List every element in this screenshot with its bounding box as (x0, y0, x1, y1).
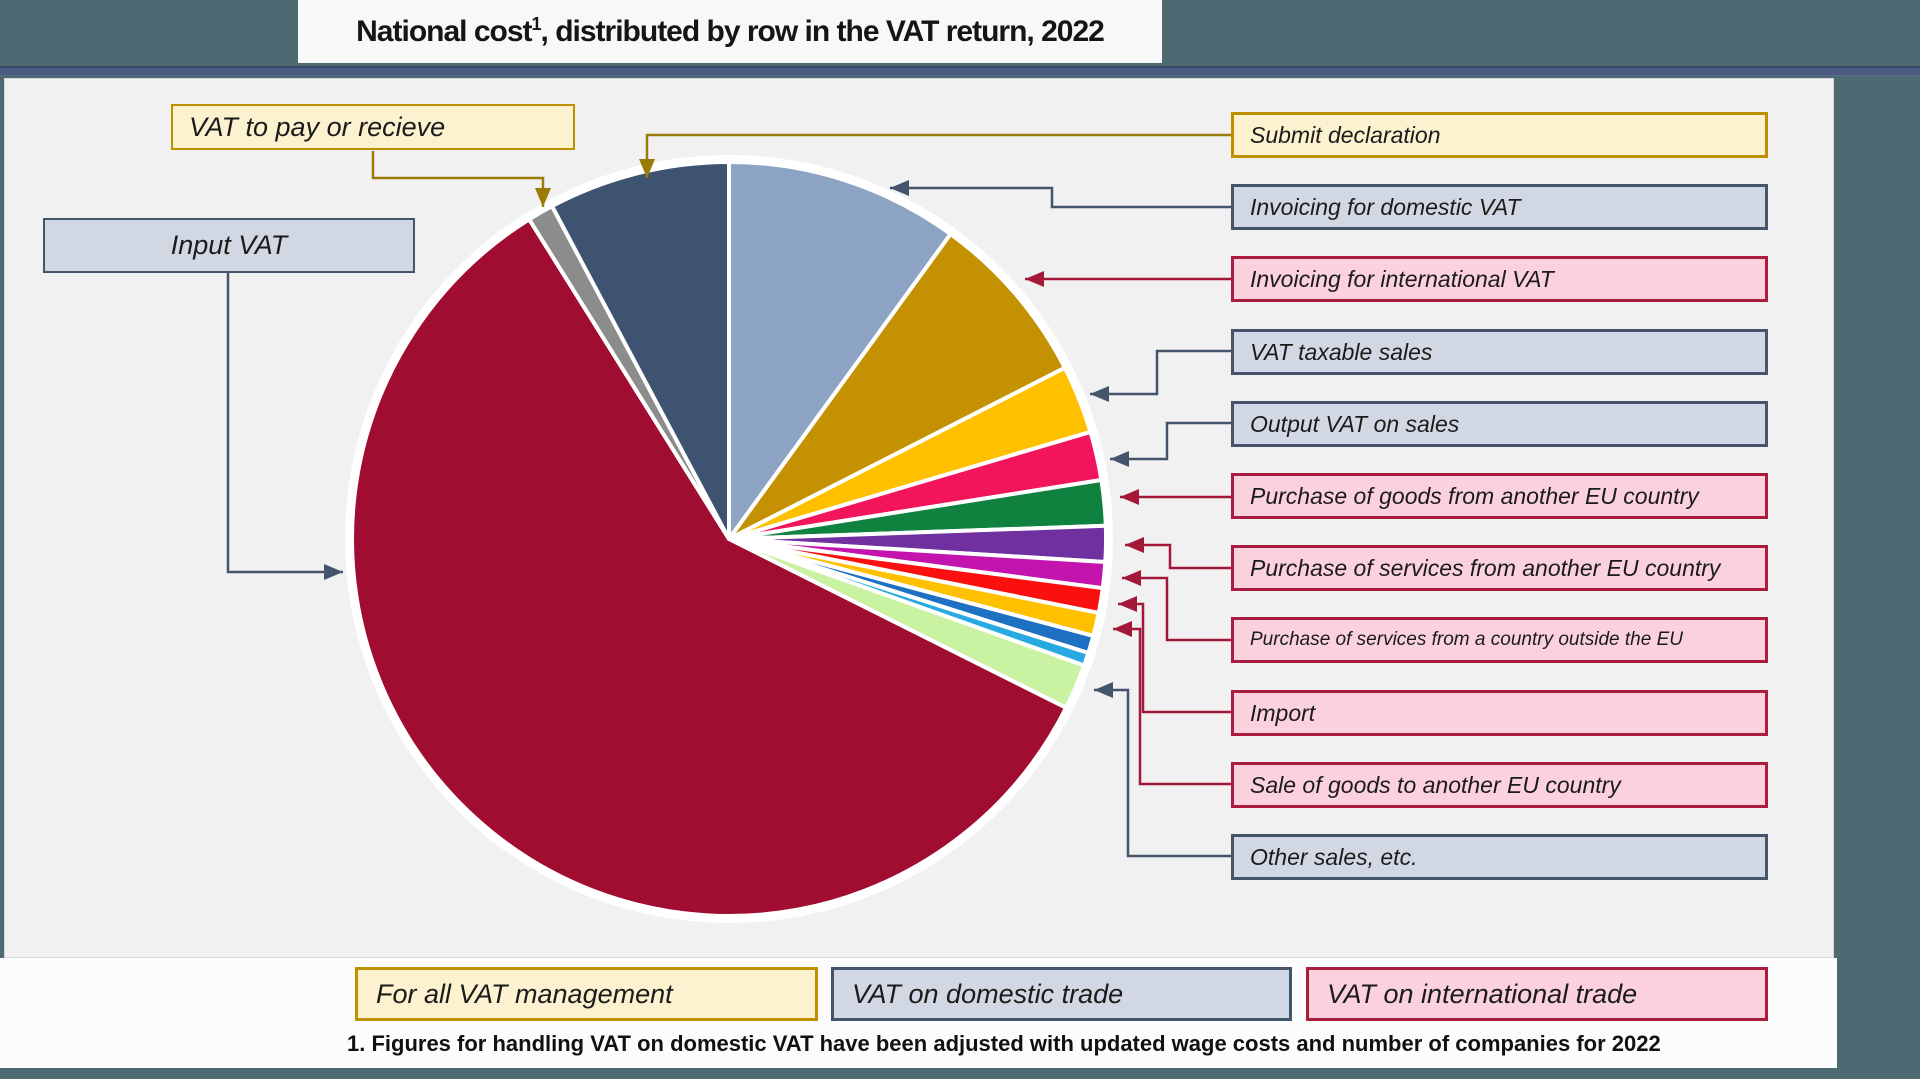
chart-title: National cost1, distributed by row in th… (356, 14, 1105, 48)
pie-slice-input-vat (350, 217, 1069, 918)
callout-arrow-input-vat (226, 273, 343, 580)
label-box-legend-all-vat: For all VAT management (355, 967, 818, 1021)
label-text-legend-all-vat: For all VAT management (376, 978, 673, 1009)
pie-slices-group (350, 160, 1109, 918)
label-text-purchase-services-outside-eu: Purchase of services from a country outs… (1250, 629, 1683, 650)
callout-arrow-vat-to-pay-or-receive (371, 151, 551, 207)
label-text-vat-taxable-sales: VAT taxable sales (1250, 338, 1433, 365)
label-text-input-vat: Input VAT (170, 230, 288, 260)
callout-arrow-sale-goods-eu (1113, 621, 1231, 786)
label-box-purchase-goods-eu: Purchase of goods from another EU countr… (1231, 473, 1768, 519)
label-box-legend-domestic: VAT on domestic trade (831, 967, 1292, 1021)
callout-arrow-purchase-services-eu (1125, 537, 1231, 570)
label-box-vat-to-pay-or-receive: VAT to pay or recieve (171, 104, 575, 150)
label-text-import: Import (1250, 699, 1316, 726)
label-box-import: Import (1231, 690, 1768, 736)
callout-arrow-output-vat-on-sales (1110, 421, 1231, 467)
label-box-purchase-services-outside-eu: Purchase of services from a country outs… (1231, 617, 1768, 663)
label-box-legend-international: VAT on international trade (1306, 967, 1768, 1021)
label-box-submit-declaration: Submit declaration (1231, 112, 1768, 158)
label-box-vat-taxable-sales: VAT taxable sales (1231, 329, 1768, 375)
label-box-output-vat-on-sales: Output VAT on sales (1231, 401, 1768, 447)
chart-title-box: National cost1, distributed by row in th… (298, 0, 1162, 63)
label-text-submit-declaration: Submit declaration (1250, 121, 1441, 148)
label-box-invoicing-domestic-vat: Invoicing for domestic VAT (1231, 184, 1768, 230)
callout-arrow-invoicing-domestic-vat (890, 180, 1231, 209)
label-text-legend-international: VAT on international trade (1327, 978, 1638, 1009)
footnote-marker: 1 (531, 14, 542, 34)
label-box-other-sales: Other sales, etc. (1231, 834, 1768, 880)
callout-arrow-import (1118, 596, 1231, 714)
label-text-purchase-services-eu: Purchase of services from another EU cou… (1250, 554, 1721, 581)
callout-arrow-other-sales (1094, 682, 1231, 858)
label-text-output-vat-on-sales: Output VAT on sales (1250, 410, 1460, 437)
label-box-input-vat: Input VAT (43, 218, 415, 273)
callout-arrows-group (226, 133, 1231, 858)
pie-slice-submit-declaration (550, 160, 731, 541)
label-text-invoicing-international-vat: Invoicing for international VAT (1250, 265, 1554, 292)
label-text-purchase-goods-eu: Purchase of goods from another EU countr… (1250, 482, 1699, 509)
label-text-sale-goods-eu: Sale of goods to another EU country (1250, 771, 1621, 798)
label-box-purchase-services-eu: Purchase of services from another EU cou… (1231, 545, 1768, 591)
callout-arrow-submit-declaration (639, 133, 1231, 178)
label-text-legend-domestic: VAT on domestic trade (852, 978, 1124, 1009)
callout-arrow-purchase-services-outside-eu (1122, 570, 1231, 642)
label-box-invoicing-international-vat: Invoicing for international VAT (1231, 256, 1768, 302)
footnote-text: 1. Figures for handling VAT on domestic … (347, 1031, 1661, 1056)
callout-arrow-vat-taxable-sales (1090, 349, 1231, 402)
pie-slice-invoicing-domestic-vat (727, 160, 953, 541)
title-divider-bar (0, 66, 1920, 76)
label-box-sale-goods-eu: Sale of goods to another EU country (1231, 762, 1768, 808)
label-text-vat-to-pay-or-receive: VAT to pay or recieve (189, 111, 446, 142)
label-text-other-sales: Other sales, etc. (1250, 843, 1418, 870)
pie-slice-invoicing-international-vat (727, 232, 1067, 541)
label-text-invoicing-domestic-vat: Invoicing for domestic VAT (1250, 193, 1521, 220)
